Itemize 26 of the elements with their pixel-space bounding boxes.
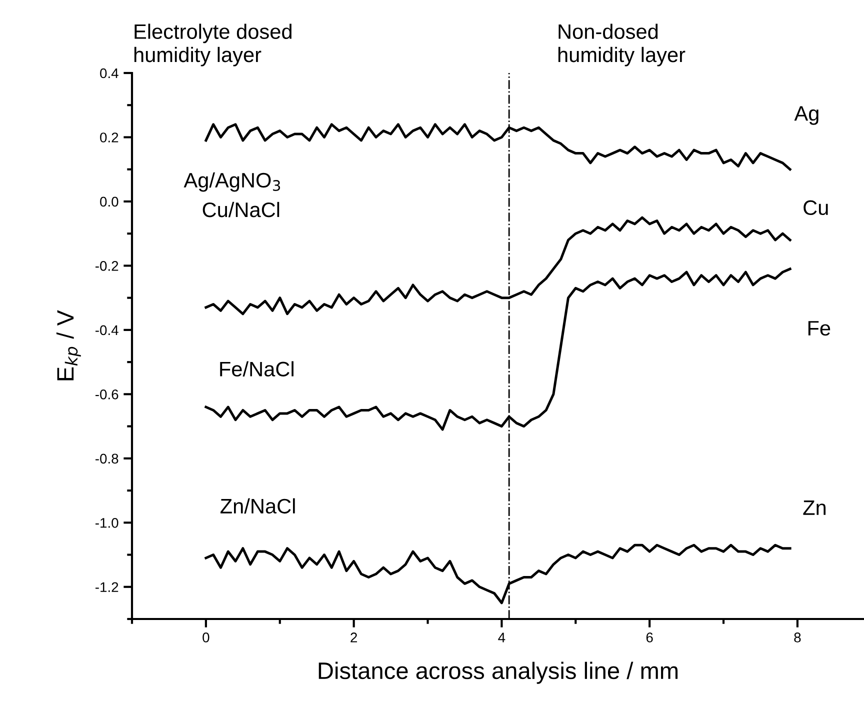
y-axis-title: E$_{kp}$ / V	[56, 310, 81, 380]
y-tick-label: -1.0	[95, 518, 118, 528]
x-tick-label: 0	[202, 632, 210, 642]
text: Fe	[808, 321, 830, 336]
series-label: Cu	[804, 200, 828, 216]
y-tick-label: -0.4	[95, 325, 118, 336]
series-label: Zn	[803, 500, 826, 515]
annotation: Fe/NaCl	[220, 361, 294, 377]
y-tick-label: -1.2	[95, 582, 118, 592]
y-tick-label: 0.0	[100, 196, 118, 207]
y-tick-label: 0.2	[100, 132, 118, 142]
x-tick-label: 4	[498, 632, 506, 642]
text: Non-dosed humidity layer	[558, 24, 686, 66]
series-label: Ag	[794, 106, 818, 125]
x-axis-title: Distance across analysis line / mm	[318, 662, 678, 684]
y-tick-label: -0.6	[95, 390, 118, 400]
y-tick-label: -0.2	[95, 261, 118, 271]
y-tick-label: -0.8	[95, 454, 118, 464]
annotation: Ag/AgNO$_{3}$	[184, 172, 280, 192]
annotation: Zn/NaCl	[220, 498, 295, 514]
text: Electrolyte dosed humidity layer	[134, 24, 292, 66]
x-tick-label: 2	[350, 632, 357, 642]
y-tick-label: 0.4	[100, 68, 118, 78]
x-tick-label: 6	[646, 632, 653, 642]
x-tick-label: 8	[794, 632, 801, 642]
annotation: Cu/NaCl	[202, 202, 280, 218]
